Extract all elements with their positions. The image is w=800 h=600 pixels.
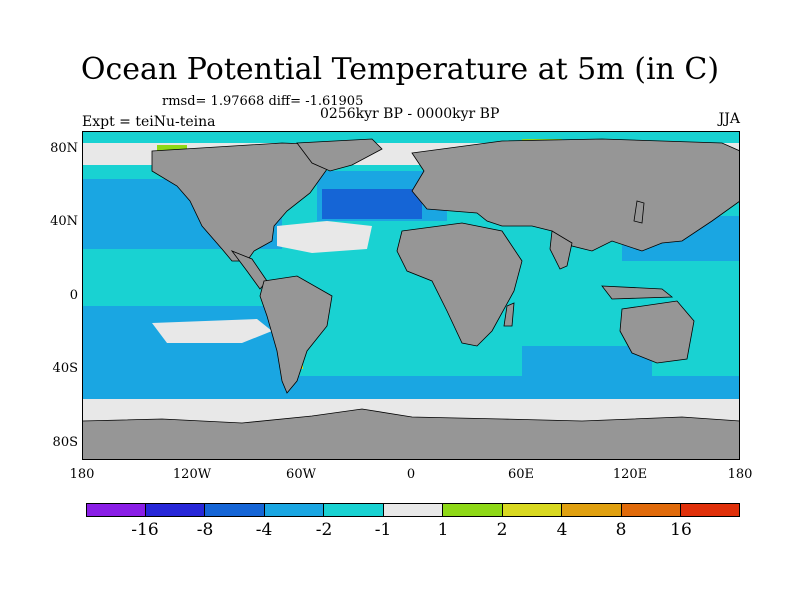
lon-tick-0: 0 xyxy=(406,467,416,482)
colorbar-label-9: 8 xyxy=(615,520,627,540)
colorbar-label-8: 4 xyxy=(556,520,568,540)
period-label: 0256kyr BP - 0000kyr BP xyxy=(320,106,500,122)
colorbar-label-2: -8 xyxy=(196,520,214,540)
colorbar-swatch-6 xyxy=(383,503,444,517)
land-antarctica xyxy=(82,408,740,460)
colorbar-label-10: 16 xyxy=(670,520,692,540)
colorbar xyxy=(86,503,741,517)
lon-tick-180e: 180 xyxy=(727,467,753,482)
lat-tick-80s: 80S xyxy=(52,435,78,450)
land-south-america xyxy=(259,275,333,394)
lon-tick-60e: 60E xyxy=(507,467,535,482)
season-label: JJA xyxy=(718,111,740,127)
colorbar-swatch-8 xyxy=(502,503,563,517)
ocean-white-south-pacific xyxy=(152,319,272,343)
colorbar-swatch-5 xyxy=(324,503,384,517)
colorbar-label-7: 2 xyxy=(496,520,508,540)
ocean-green-arctic-west xyxy=(157,145,187,153)
experiment-label: Expt = teiNu-teina xyxy=(82,114,216,130)
colorbar-swatch-4 xyxy=(264,503,325,517)
land-madagascar xyxy=(503,302,515,327)
colorbar-swatch-9 xyxy=(562,503,622,517)
land xyxy=(82,138,740,460)
lon-tick-180w: 180 xyxy=(69,467,95,482)
colorbar-swatch-10 xyxy=(621,503,682,517)
land-japan xyxy=(633,200,645,224)
colorbar-label-3: -4 xyxy=(255,520,273,540)
plot-title: Ocean Potential Temperature at 5m (in C) xyxy=(80,52,720,87)
colorbar-label-4: -2 xyxy=(315,520,333,540)
lat-tick-0: 0 xyxy=(69,288,78,303)
land-india xyxy=(549,230,573,270)
land-greenland xyxy=(296,138,383,172)
colorbar-swatch-3 xyxy=(205,503,265,517)
lon-tick-120e: 120E xyxy=(612,467,648,482)
map-panel xyxy=(82,131,740,460)
ocean-light-blue-southern-band xyxy=(82,376,740,401)
colorbar-swatch-11 xyxy=(681,503,741,517)
colorbar-label-5: -1 xyxy=(374,520,392,540)
lon-tick-120w: 120W xyxy=(172,467,212,482)
colorbar-label-1: -16 xyxy=(131,520,159,540)
colorbar-swatch-7 xyxy=(443,503,503,517)
colorbar-label-6: 1 xyxy=(437,520,449,540)
lat-tick-40n: 40N xyxy=(50,214,78,229)
map-frame xyxy=(82,131,740,460)
ocean-light-blue-south-pacific xyxy=(82,306,282,386)
ocean-white-subtropical-atlantic xyxy=(277,221,372,253)
lon-tick-60w: 60W xyxy=(286,467,316,482)
colorbar-swatch-1 xyxy=(86,503,146,517)
ocean-light-blue-indian xyxy=(522,346,652,376)
lat-tick-80n: 80N xyxy=(50,141,78,156)
world-map xyxy=(82,131,740,460)
land-africa xyxy=(396,222,523,347)
lat-tick-40s: 40S xyxy=(52,361,78,376)
colorbar-swatch-2 xyxy=(145,503,206,517)
land-eurasia xyxy=(411,138,740,252)
land-australia xyxy=(619,300,695,364)
ocean-blue-north-atlantic xyxy=(322,189,422,219)
land-indonesia xyxy=(601,285,674,300)
stats-label: rmsd= 1.97668 diff= -1.61905 xyxy=(162,94,364,109)
